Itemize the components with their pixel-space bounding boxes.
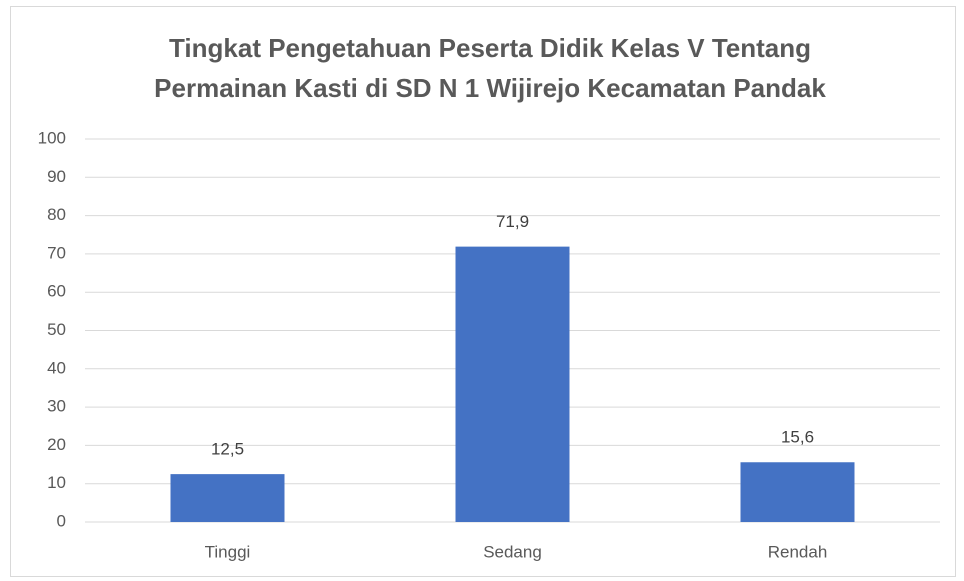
y-tick-label: 20 (47, 435, 66, 454)
bar (170, 474, 285, 522)
y-tick-label: 40 (47, 358, 66, 377)
x-tick-label: Rendah (768, 542, 828, 561)
data-label: 12,5 (211, 440, 244, 459)
x-tick-label: Tinggi (205, 542, 251, 561)
y-tick-label: 0 (57, 511, 66, 530)
y-tick-label: 70 (47, 243, 66, 262)
y-tick-label: 100 (38, 128, 66, 147)
bar (455, 246, 570, 523)
y-tick-label: 60 (47, 282, 66, 301)
x-tick-label: Sedang (483, 542, 542, 561)
chart-title: Tingkat Pengetahuan Peserta Didik Kelas … (169, 33, 811, 63)
data-label: 15,6 (781, 428, 814, 447)
chart-title: Permainan Kasti di SD N 1 Wijirejo Kecam… (154, 73, 826, 103)
bar (740, 462, 855, 522)
y-tick-label: 50 (47, 320, 66, 339)
data-label: 71,9 (496, 212, 529, 231)
y-tick-label: 30 (47, 397, 66, 416)
y-tick-label: 80 (47, 205, 66, 224)
y-tick-label: 90 (47, 167, 66, 186)
y-tick-label: 10 (47, 473, 66, 492)
